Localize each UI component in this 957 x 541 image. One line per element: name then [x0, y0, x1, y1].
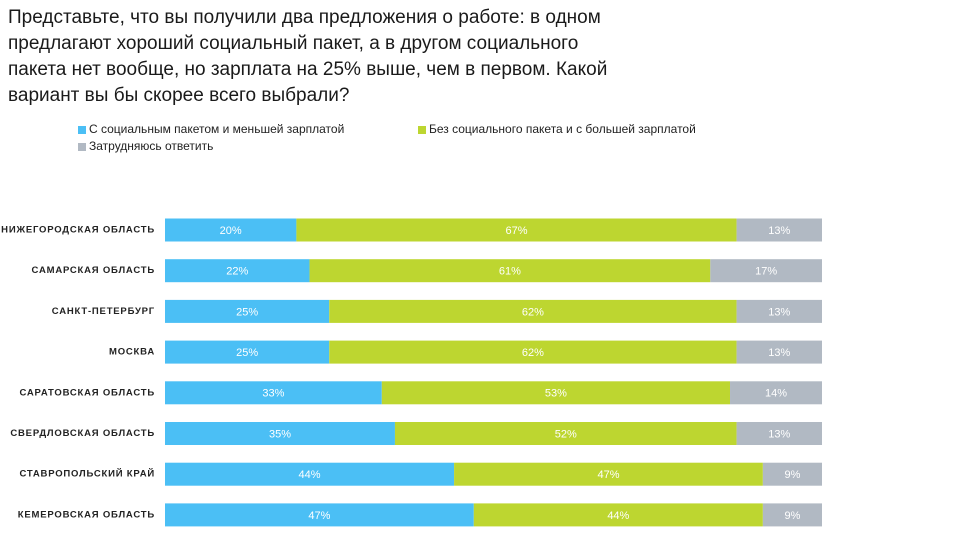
category-label: НИЖЕГОРОДСКАЯ ОБЛАСТЬ — [1, 225, 155, 236]
bar-segment — [473, 503, 763, 527]
value-label: 47% — [308, 510, 330, 522]
value-label: 62% — [522, 306, 544, 318]
value-label: 9% — [784, 469, 800, 481]
chart-title: Представьте, что вы получили два предлож… — [8, 7, 608, 106]
value-label: 35% — [269, 428, 291, 440]
bar-segment — [736, 299, 822, 323]
value-label: 13% — [768, 347, 790, 359]
bar-segment — [165, 299, 330, 323]
bar-segment — [381, 381, 731, 405]
value-label: 33% — [262, 388, 284, 400]
value-label: 17% — [755, 266, 777, 278]
bar-segment — [165, 218, 297, 242]
bar-segment — [394, 422, 737, 445]
bar-segment — [736, 218, 822, 242]
bar-segment — [730, 381, 822, 405]
legend-swatch — [418, 126, 426, 134]
category-label: КЕМЕРОВСКАЯ ОБЛАСТЬ — [18, 509, 155, 520]
bar-segment — [762, 503, 822, 527]
value-label: 44% — [299, 469, 321, 481]
value-label: 13% — [768, 428, 790, 440]
category-label: САНКТ-ПЕТЕРБУРГ — [52, 306, 155, 317]
category-label: САРАТОВСКАЯ ОБЛАСТЬ — [19, 387, 155, 398]
bar-segment — [165, 462, 455, 486]
legend-swatch — [78, 143, 86, 151]
bar-segment — [736, 422, 822, 445]
legend-swatch — [78, 126, 86, 134]
bar-segment — [710, 259, 822, 283]
bar-segment — [165, 503, 474, 527]
value-label: 61% — [499, 266, 521, 278]
value-label: 9% — [784, 510, 800, 522]
bar-segment — [296, 218, 737, 242]
bar-segment — [762, 462, 822, 486]
legend-label: Затрудняюсь ответить — [89, 139, 213, 153]
value-label: 22% — [226, 266, 248, 278]
value-label: 13% — [768, 306, 790, 318]
value-label: 25% — [236, 306, 258, 318]
bar-segment — [165, 340, 330, 364]
bar-segment — [165, 259, 310, 283]
bar-segment — [165, 422, 395, 445]
value-label: 47% — [597, 469, 619, 481]
bar-segment — [454, 462, 763, 486]
category-label: МОСКВА — [109, 347, 155, 358]
bar-segment — [309, 259, 711, 283]
value-label: 44% — [607, 510, 629, 522]
bar-segment — [329, 340, 737, 364]
value-label: 20% — [220, 225, 242, 237]
value-label: 14% — [765, 388, 787, 400]
value-label: 13% — [768, 225, 790, 237]
bar-segment — [329, 299, 737, 323]
legend-label: С социальным пакетом и меньшей зарплатой — [89, 122, 344, 136]
category-label: СВЕРДЛОВСКАЯ ОБЛАСТЬ — [10, 428, 155, 439]
value-label: 53% — [545, 388, 567, 400]
bar-segment — [736, 340, 822, 364]
category-label: СТАВРОПОЛЬСКИЙ КРАЙ — [19, 468, 155, 480]
bar-segment — [165, 381, 382, 405]
category-label: САМАРСКАЯ ОБЛАСТЬ — [32, 265, 155, 276]
value-label: 25% — [236, 347, 258, 359]
value-label: 62% — [522, 347, 544, 359]
value-label: 52% — [555, 428, 577, 440]
legend-label: Без социального пакета и с большей зарпл… — [429, 122, 696, 136]
value-label: 67% — [505, 225, 527, 237]
